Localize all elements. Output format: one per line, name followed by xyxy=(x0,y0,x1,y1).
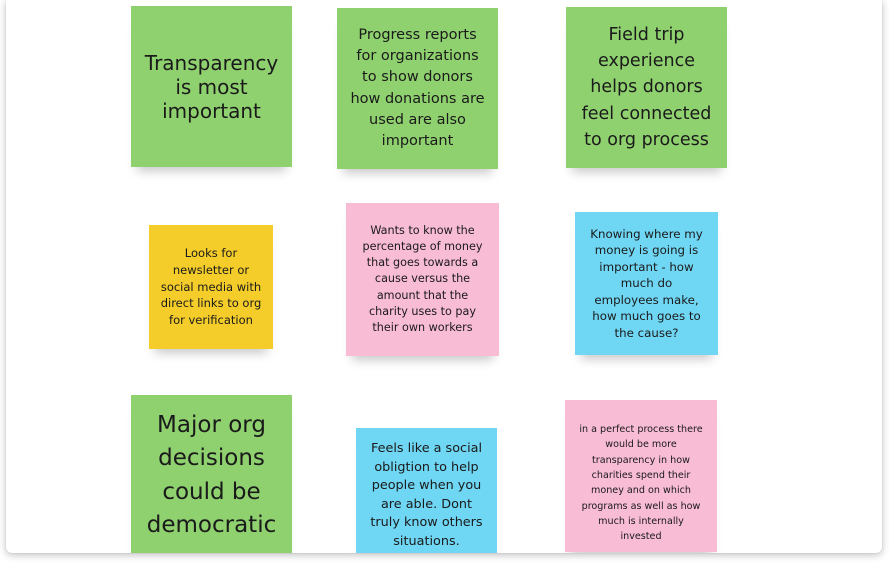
sticky-note-text: in a perfect process there would be more… xyxy=(579,424,703,543)
sticky-note-field-trip[interactable]: Field trip experience helps donors feel … xyxy=(566,7,727,168)
sticky-note-percentage[interactable]: Wants to know the percentage of money th… xyxy=(346,203,499,356)
sticky-note-text: Progress reports for organizations to sh… xyxy=(350,27,485,149)
sticky-note-transparency[interactable]: Transparency is most important xyxy=(131,6,292,167)
sticky-note-newsletter[interactable]: Looks for newsletter or social media wit… xyxy=(149,225,273,349)
sticky-note-perfect-process[interactable]: in a perfect process there would be more… xyxy=(565,400,717,552)
sticky-note-democratic-decisions[interactable]: Major org decisions could be democratic xyxy=(131,395,292,553)
sticky-note-text: Wants to know the percentage of money th… xyxy=(362,223,483,335)
sticky-note-text: Looks for newsletter or social media wit… xyxy=(160,246,262,327)
sticky-note-text: Feels like a social obligtion to help pe… xyxy=(370,441,483,549)
sticky-note-progress-reports[interactable]: Progress reports for organizations to sh… xyxy=(337,8,498,169)
sticky-note-social-obligation[interactable]: Feels like a social obligtion to help pe… xyxy=(356,428,497,553)
sticky-note-text: Field trip experience helps donors feel … xyxy=(581,24,712,150)
sticky-note-where-money-goes[interactable]: Knowing where my money is going is impor… xyxy=(575,212,718,355)
sticky-note-text: Major org decisions could be democratic xyxy=(146,411,277,538)
sticky-note-text: Knowing where my money is going is impor… xyxy=(590,226,703,340)
sticky-note-text: Transparency is most important xyxy=(144,50,279,123)
whiteboard-canvas[interactable]: Transparency is most important Progress … xyxy=(6,0,882,553)
